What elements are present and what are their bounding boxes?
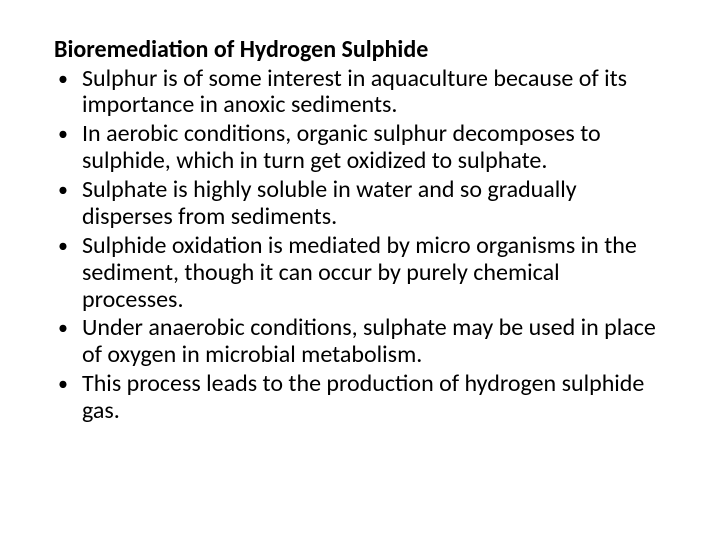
slide: Bioremediation of Hydrogen Sulphide Sulp… [0,0,720,540]
list-item: This process leads to the production of … [54,371,666,425]
list-item: In aerobic conditions, organic sulphur d… [54,121,666,175]
slide-title: Bioremediation of Hydrogen Sulphide [54,36,666,64]
list-item: Sulphate is highly soluble in water and … [54,177,666,231]
list-item: Sulphide oxidation is mediated by micro … [54,233,666,314]
list-item: Under anaerobic conditions, sulphate may… [54,315,666,369]
list-item: Sulphur is of some interest in aquacultu… [54,66,666,120]
bullet-list: Sulphur is of some interest in aquacultu… [54,66,666,425]
